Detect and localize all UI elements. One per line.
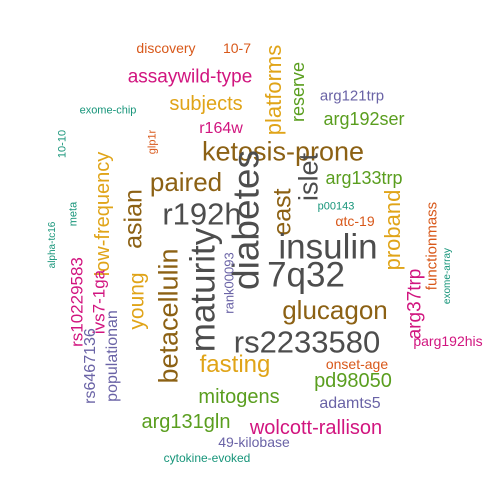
word-21: alpha-tc16 [47, 221, 58, 269]
word-43: onset-age [325, 356, 389, 372]
word-35: young [125, 272, 149, 330]
word-22: low-frequency [92, 151, 114, 277]
word-20: αtc-19 [335, 213, 375, 229]
word-33: rank00093 [221, 252, 237, 314]
word-11: ketosis-prone [201, 136, 365, 167]
word-38: glucagon [282, 295, 388, 325]
word-14: paired [149, 167, 223, 197]
word-10: glp1r [146, 129, 159, 155]
word-2: assaywild-type [127, 66, 253, 88]
word-36: rs6467136 [82, 328, 99, 404]
word-47: arg131gln [141, 411, 231, 433]
word-48: wolcott-rallison [249, 417, 383, 439]
word-27: functionmass [423, 201, 441, 291]
word-34: 7q32 [267, 255, 345, 295]
word-7: arg121trp [319, 87, 385, 105]
word-19: p00143 [317, 200, 355, 213]
word-44: pd98050 [314, 370, 392, 392]
word-17: r192h [162, 196, 242, 232]
word-3: exome-chip [79, 104, 137, 117]
word-15: islet [293, 152, 324, 202]
word-46: adamts5 [319, 395, 381, 412]
word-31: betacellulin [153, 248, 184, 384]
word-25: insulin [278, 227, 378, 267]
word-32: maturity [183, 227, 223, 353]
word-40: rs2233580 [233, 324, 381, 360]
word-0: discovery [136, 40, 196, 56]
word-50: cytokine-evoked [163, 451, 251, 465]
word-41: parg192his [413, 333, 483, 349]
word-12: 10-10 [56, 129, 69, 159]
word-28: exome-array [442, 247, 453, 305]
word-39: arg37trp [404, 268, 426, 340]
word-45: mitogens [198, 386, 280, 408]
word-23: asian [119, 189, 148, 249]
word-8: arg192ser [323, 109, 405, 129]
word-6: reserve [288, 61, 308, 123]
word-26: proband [380, 189, 405, 271]
word-49: 49-kilobase [218, 434, 290, 450]
word-16: arg133trp [325, 168, 403, 188]
word-37: populationan [104, 310, 121, 402]
word-5: platforms [261, 44, 286, 136]
word-42: fasting [199, 351, 271, 378]
word-4: subjects [169, 93, 243, 115]
word-1: 10-7 [222, 40, 252, 56]
word-13: meta [67, 201, 80, 227]
word-9: r164w [199, 120, 243, 137]
